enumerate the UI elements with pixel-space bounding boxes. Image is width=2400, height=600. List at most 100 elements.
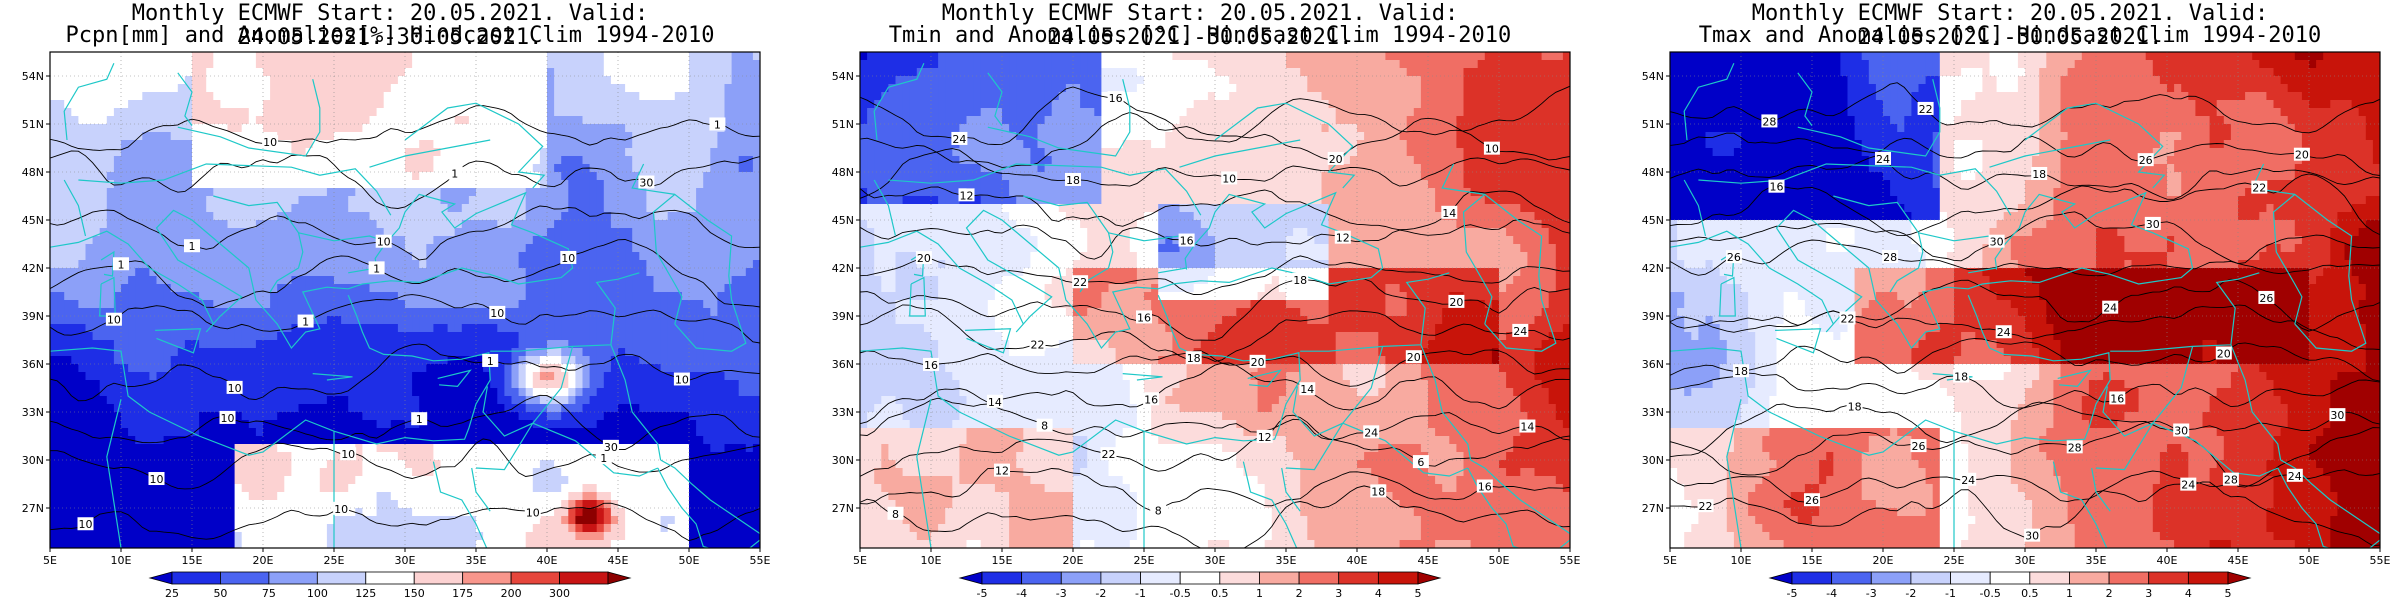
lon-label: 45E xyxy=(2228,554,2249,567)
lon-label: 50E xyxy=(1489,554,1510,567)
colorbar: -5 -4 -3 -2 -1 -0.5 0.5 1 2 3 4 5 xyxy=(1768,571,2252,600)
contour-label: 26 xyxy=(2139,154,2153,167)
lon-label: 5E xyxy=(43,554,57,567)
coastline xyxy=(1179,139,1301,168)
lon-label: 20E xyxy=(1873,554,1894,567)
lat-label: 27N xyxy=(22,502,44,515)
lat-label: 45N xyxy=(1642,214,1664,227)
coastline xyxy=(213,195,304,293)
contour-line xyxy=(50,343,760,402)
contour-label: 30 xyxy=(2146,218,2160,231)
contour-label-box xyxy=(1953,369,1970,383)
colorbar-low-arrow xyxy=(958,571,983,585)
contour-line xyxy=(50,105,760,151)
contour-line xyxy=(860,349,1570,387)
coastline xyxy=(2110,272,2260,352)
colorbar-tick-label: 0.5 xyxy=(1211,587,1229,600)
colorbar-low-arrow xyxy=(1768,571,1793,585)
colorbar-swatch xyxy=(1298,571,1340,585)
graticule xyxy=(860,52,1570,548)
contour-label: 10 xyxy=(675,373,689,386)
coastline xyxy=(155,328,202,354)
contour-label: 18 xyxy=(2032,168,2046,181)
coastline xyxy=(631,163,675,195)
contour-line xyxy=(50,294,760,344)
contour-label: 22 xyxy=(1073,276,1087,289)
lon-label: 20E xyxy=(1063,554,1084,567)
lon-label: 10E xyxy=(921,554,942,567)
contour-label: 18 xyxy=(1954,371,1968,384)
coastline xyxy=(2272,193,2367,352)
contour-label: 18 xyxy=(1187,352,1201,365)
colorbar-swatch xyxy=(2148,571,2189,585)
contour-label: 10 xyxy=(107,314,121,327)
contour-label-box xyxy=(1412,455,1429,469)
colorbar-tick-label: -4 xyxy=(1826,587,1837,600)
lat-label: 51N xyxy=(832,118,854,131)
lon-label: 15E xyxy=(1802,554,1823,567)
colorbar-swatch xyxy=(316,571,367,585)
contour-label-box xyxy=(1036,418,1053,432)
colorbar-swatch xyxy=(559,571,609,585)
contour-label-box xyxy=(1327,151,1344,165)
contour-label-box xyxy=(2173,423,2190,437)
contour-line xyxy=(50,205,760,261)
colorbar-tick-label: 100 xyxy=(307,587,328,600)
colorbar-tick-label: -1 xyxy=(1135,587,1146,600)
contour-label-box xyxy=(1917,101,1934,115)
contour-label: 14 xyxy=(1442,207,1456,220)
contour-label-box xyxy=(1299,382,1316,396)
coastline xyxy=(2230,344,2282,461)
map-title-line2: Pcpn[mm] and Anomalies[%] Hindcast Clim … xyxy=(65,23,715,48)
contour-label-box xyxy=(1363,425,1380,439)
colorbar-swatch xyxy=(1140,571,1181,585)
contour-label-box xyxy=(1839,311,1856,325)
colorbar-swatch xyxy=(1060,571,1102,585)
colorbar-tick-label: -4 xyxy=(1016,587,1027,600)
contour-label: 10 xyxy=(1222,172,1236,185)
coastline xyxy=(177,79,321,157)
coastline xyxy=(1726,399,1742,548)
contour-label: 22 xyxy=(1031,339,1045,352)
contour-label: 10 xyxy=(150,473,164,486)
coastline xyxy=(482,346,574,437)
contour-label: 24 xyxy=(1961,474,1975,487)
contour-label-box xyxy=(226,380,243,394)
lat-label: 39N xyxy=(22,310,44,323)
lon-label: 25E xyxy=(1134,554,1155,567)
contour-label-box xyxy=(219,410,236,424)
contour-label: 18 xyxy=(1371,485,1385,498)
colorbar-tick-label: -5 xyxy=(977,587,988,600)
tmin-map-panel: Monthly ECMWF Start: 20.05.2021. Valid: … xyxy=(810,0,1590,600)
contour-line xyxy=(860,304,1570,362)
contour-label: 24 xyxy=(1364,426,1378,439)
contour-label: 20 xyxy=(1407,351,1421,364)
contour-label-box xyxy=(1072,275,1089,289)
contour-label-box xyxy=(915,251,932,265)
lon-label: 10E xyxy=(111,554,132,567)
coastline xyxy=(404,102,546,189)
lat-label: 39N xyxy=(832,310,854,323)
contour-label-box xyxy=(887,506,904,520)
contour-label-box xyxy=(1065,172,1081,186)
contour-label: 12 xyxy=(1258,431,1272,444)
colorbar-tick-label: -3 xyxy=(1866,587,1877,600)
contour-label-box xyxy=(709,117,726,131)
lon-label: 45E xyxy=(608,554,629,567)
colorbar-swatch xyxy=(981,571,1023,585)
contour-label: 6 xyxy=(1417,456,1424,469)
precipitation-map: 1010301010110301010101101101111011011015… xyxy=(22,51,771,600)
colorbar-tick-label: 5 xyxy=(1415,587,1422,600)
contour-line xyxy=(1670,469,2380,503)
contour-label: 24 xyxy=(1997,326,2011,339)
contour-label-box xyxy=(2258,290,2275,304)
coastline xyxy=(63,179,87,237)
colorbar-swatch xyxy=(1179,571,1221,585)
lat-label: 54N xyxy=(1642,70,1664,83)
colorbar-swatch xyxy=(268,571,318,585)
coastline xyxy=(987,79,1131,157)
coastline xyxy=(916,399,932,548)
contour-label-box xyxy=(1875,151,1891,165)
lat-label: 27N xyxy=(1642,502,1664,515)
